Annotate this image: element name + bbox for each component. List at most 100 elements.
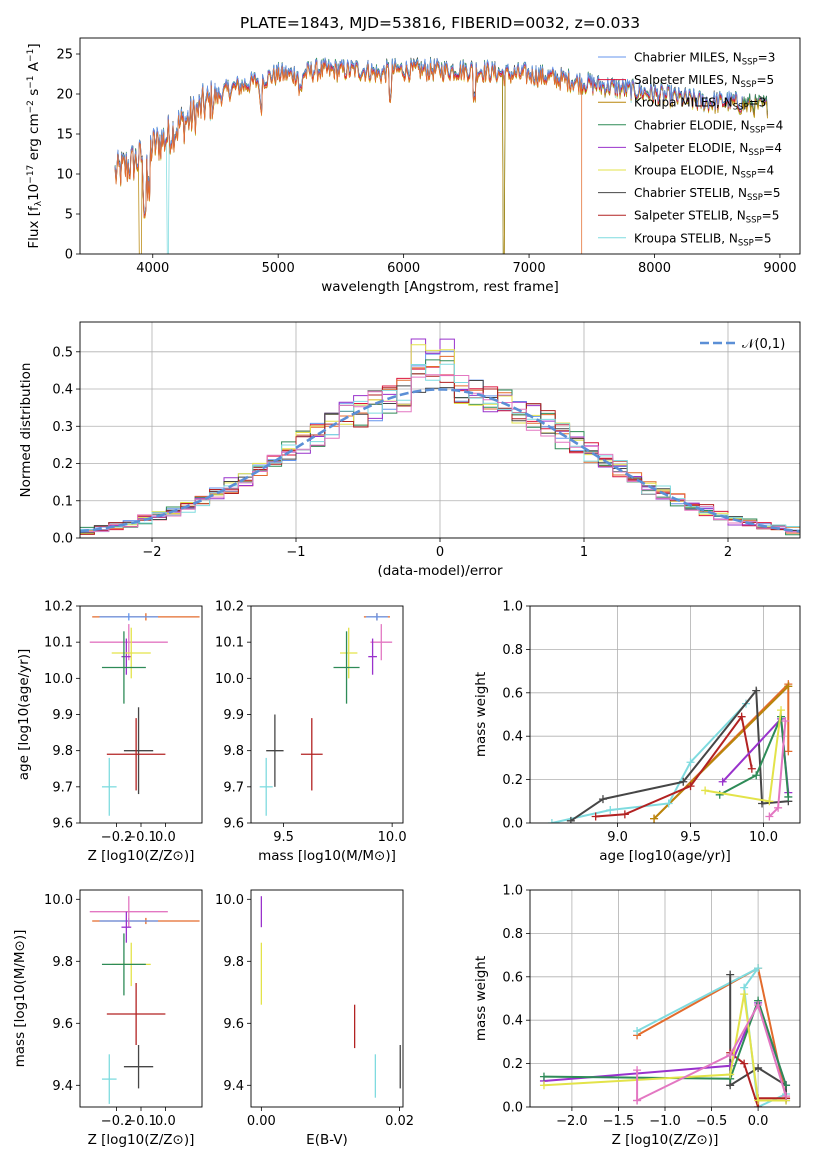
axes-frame bbox=[529, 889, 801, 1108]
weight-marker bbox=[784, 792, 793, 801]
histogram-step bbox=[80, 355, 800, 534]
x-axis-label: Z [log10(Z/Z⊙)] bbox=[612, 1132, 719, 1148]
normal-reference-curve bbox=[80, 388, 800, 533]
errorbar-point bbox=[89, 896, 168, 928]
y-axis-label: age [log10(age/yr)] bbox=[16, 649, 32, 781]
y-tick-label: 0.6 bbox=[502, 686, 523, 701]
y-tick-label: 0.8 bbox=[502, 643, 523, 658]
errorbar-point bbox=[101, 1054, 117, 1104]
weight-marker bbox=[740, 990, 749, 999]
weight-marker bbox=[747, 764, 756, 773]
y-tick-label: 9.9 bbox=[223, 708, 244, 723]
errorbar-point bbox=[333, 631, 360, 704]
x-tick-label: −1.0 bbox=[649, 1114, 681, 1129]
y-tick-label: 0.0 bbox=[52, 532, 73, 547]
axes-frame bbox=[79, 889, 203, 1108]
y-tick-label: 10 bbox=[56, 168, 73, 183]
legend-label: Salpeter STELIB, NSSP=5 bbox=[634, 209, 779, 226]
weight-marker bbox=[726, 1050, 735, 1059]
errorbar-point bbox=[106, 718, 166, 791]
y-tick-label: 10.2 bbox=[44, 600, 73, 615]
weight-line bbox=[570, 687, 789, 822]
y-axis-label: mass [log10(M/M⊙)] bbox=[12, 930, 28, 1068]
y-tick-label: 0.0 bbox=[502, 817, 523, 832]
errorbar-point bbox=[370, 624, 393, 661]
weight-marker bbox=[754, 1001, 763, 1010]
weight-marker bbox=[679, 777, 688, 786]
legend-label: Salpeter ELODIE, NSSP=4 bbox=[634, 141, 782, 158]
x-axis-label: Z [log10(Z/Z⊙)] bbox=[88, 1132, 195, 1148]
legend-label: Chabrier STELIB, NSSP=5 bbox=[634, 186, 781, 203]
y-tick-label: 9.4 bbox=[52, 1079, 73, 1094]
axes-frame bbox=[79, 37, 801, 255]
errorbar-point bbox=[300, 718, 323, 791]
x-tick-label: −0.5 bbox=[696, 1114, 728, 1129]
x-axis-label: mass [log10(M/M⊙)] bbox=[258, 848, 396, 864]
y-tick-label: 0 bbox=[65, 248, 73, 263]
weight-marker bbox=[606, 805, 615, 814]
y-tick-label: 9.8 bbox=[223, 744, 244, 759]
legend-label: Kroupa ELODIE, NSSP=4 bbox=[634, 164, 774, 181]
weight-line bbox=[719, 716, 790, 798]
weight-line bbox=[551, 702, 747, 823]
y-tick-label: 9.6 bbox=[52, 817, 73, 832]
errorbar-point bbox=[123, 1045, 154, 1089]
errorbar-point bbox=[101, 933, 146, 996]
spectrum-line bbox=[114, 61, 583, 254]
plot-area-4 bbox=[259, 613, 393, 816]
y-tick-label: 9.9 bbox=[52, 708, 73, 723]
y-tick-label: 1.0 bbox=[502, 884, 523, 899]
plot-area-8 bbox=[530, 890, 800, 1107]
weight-marker bbox=[737, 712, 746, 721]
x-tick-label: 9.0 bbox=[607, 830, 628, 845]
weight-marker bbox=[664, 799, 673, 808]
errorbar-point bbox=[99, 613, 159, 621]
y-tick-label: 0.5 bbox=[52, 345, 73, 360]
errorbar-point bbox=[121, 911, 132, 943]
weight-marker bbox=[598, 795, 607, 804]
weight-marker bbox=[740, 1059, 749, 1068]
y-tick-label: 9.4 bbox=[223, 1079, 244, 1094]
y-tick-label: 0.0 bbox=[502, 1101, 523, 1116]
y-tick-label: 0.4 bbox=[502, 730, 523, 745]
x-tick-label: 6000 bbox=[387, 261, 420, 276]
x-tick-label: 9.5 bbox=[680, 830, 701, 845]
weight-marker bbox=[777, 706, 786, 715]
y-tick-label: 10.0 bbox=[44, 893, 73, 908]
x-tick-label: −2 bbox=[142, 545, 161, 560]
y-tick-label: 9.8 bbox=[52, 955, 73, 970]
errorbar-point bbox=[121, 638, 132, 675]
x-axis-label: (data-model)/error bbox=[377, 563, 503, 579]
legend-label: Kroupa MILES, NSSP=3 bbox=[634, 96, 766, 113]
y-tick-label: 10.1 bbox=[44, 636, 73, 651]
weight-marker bbox=[633, 1027, 642, 1036]
y-axis-label: Normed distribution bbox=[18, 363, 34, 498]
x-tick-label: −0.2 bbox=[101, 1114, 133, 1129]
weight-marker bbox=[718, 777, 727, 786]
x-tick-label: −1 bbox=[286, 545, 305, 560]
errorbar-point bbox=[340, 627, 358, 679]
y-tick-label: 0.4 bbox=[52, 383, 73, 398]
y-tick-label: 5 bbox=[65, 208, 73, 223]
y-tick-label: 10.2 bbox=[215, 600, 244, 615]
panel-2: −2 −1 0 1 2 0.0 0.1 0.2 0.3 0.4 0.5 (data-model)/er… bbox=[18, 321, 801, 579]
plot-area-2 bbox=[80, 322, 800, 538]
y-tick-label: 9.7 bbox=[223, 780, 244, 795]
x-tick-label: 10.0 bbox=[749, 830, 778, 845]
weight-marker bbox=[765, 812, 774, 821]
weight-marker bbox=[539, 1081, 548, 1090]
weight-marker bbox=[620, 810, 629, 819]
legend: 𝒩(0,1) bbox=[700, 337, 785, 352]
y-axis-label: Flux [fλ10−17 erg cm−2 s−1 A−1] bbox=[26, 43, 44, 248]
y-tick-label: 0.2 bbox=[502, 773, 523, 788]
x-tick-label: 0.0 bbox=[155, 830, 176, 845]
weight-marker bbox=[752, 686, 761, 695]
weight-line bbox=[595, 714, 753, 818]
plot-area-7 bbox=[260, 896, 401, 1098]
y-tick-label: 0.8 bbox=[502, 927, 523, 942]
weight-marker bbox=[650, 814, 659, 823]
x-tick-label: 0.0 bbox=[155, 1114, 176, 1129]
weight-marker bbox=[726, 970, 735, 979]
weight-marker bbox=[784, 747, 793, 756]
plot-area-3 bbox=[89, 613, 200, 816]
